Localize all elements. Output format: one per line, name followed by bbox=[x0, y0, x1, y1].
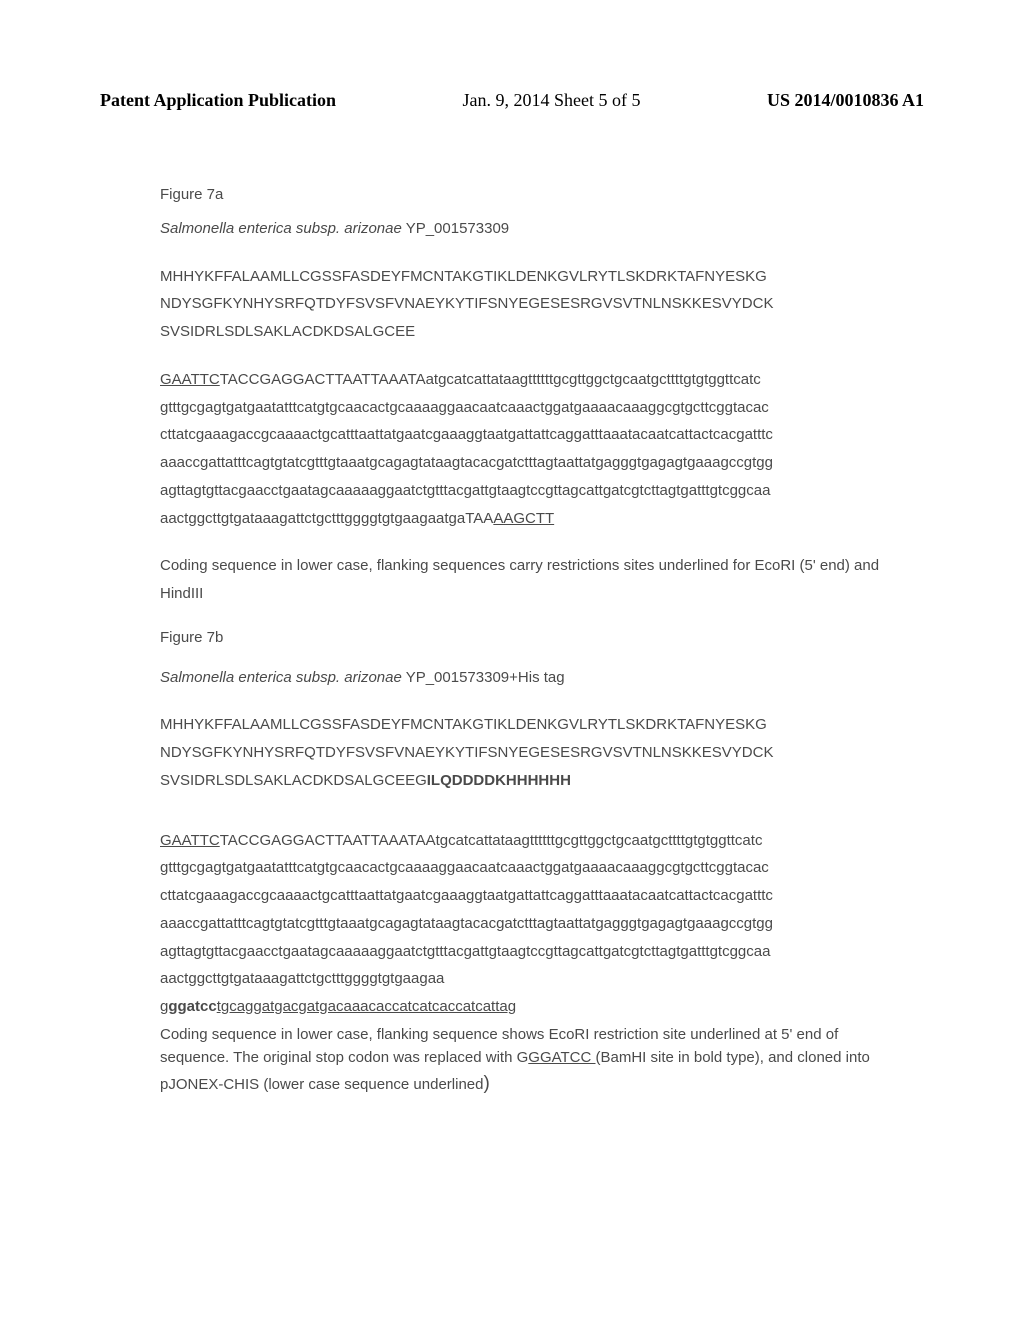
figure-7a-organism: Salmonella enterica subsp. arizonae YP_0… bbox=[160, 215, 884, 243]
dna-line: gtttgcgagtgatgaatatttcatgtgcaacactgcaaaa… bbox=[160, 854, 884, 882]
dna-line: agttagtgttacgaacctgaatagcaaaaaggaatctgtt… bbox=[160, 477, 884, 505]
figure-7b-organism: Salmonella enterica subsp. arizonae YP_0… bbox=[160, 664, 884, 692]
dna-text: TACCGAGGACTTAATTAAATAAtgcatcattataagtttt… bbox=[220, 832, 763, 849]
his-tag-bold: ILQDDDDKHHHHHH bbox=[427, 772, 571, 789]
dna-line: aactggcttgtgataaagattctgctttggggtgtgaaga… bbox=[160, 965, 884, 993]
protein-line: SVSIDRLSDLSAKLACDKDSALGCEE bbox=[160, 318, 884, 346]
figure-7b-label: Figure 7b bbox=[160, 624, 884, 652]
figure-content: Figure 7a Salmonella enterica subsp. ari… bbox=[100, 181, 924, 1099]
header-publication-number: US 2014/0010836 A1 bbox=[767, 90, 924, 111]
dna-line: cttatcgaaagaccgcaaaactgcatttaattatgaatcg… bbox=[160, 882, 884, 910]
figure-7a-note: Coding sequence in lower case, flanking … bbox=[160, 552, 884, 608]
protein-line: MHHYKFFALAAMLLCGSSFASDEYFMCNTAKGTIKLDENK… bbox=[160, 711, 884, 739]
protein-line: SVSIDRLSDLSAKLACDKDSALGCEEGILQDDDDKHHHHH… bbox=[160, 767, 884, 795]
ecori-site: GAATTC bbox=[160, 371, 220, 388]
organism-accession: YP_001573309+His tag bbox=[402, 669, 565, 686]
page-container: Patent Application Publication Jan. 9, 2… bbox=[0, 0, 1024, 1320]
dna-line: aaaccgattatttcagtgtatcgtttgtaaatgcagagta… bbox=[160, 910, 884, 938]
chis-underline: tgcaggatgacgatgacaaacaccatcatcaccatcatta… bbox=[217, 998, 516, 1015]
closing-paren: ) bbox=[484, 1073, 490, 1094]
dna-line: GAATTCTACCGAGGACTTAATTAAATAAtgcatcattata… bbox=[160, 827, 884, 855]
dna-line: GAATTCTACCGAGGACTTAATTAAATAatgcatcattata… bbox=[160, 366, 884, 394]
dna-text: aactggcttgtgataaagattctgctttggggtgtgaaga… bbox=[160, 510, 493, 527]
organism-name-italic: Salmonella enterica subsp. arizonae bbox=[160, 220, 402, 237]
dna-line: aaaccgattatttcagtgtatcgtttgtaaatgcagagta… bbox=[160, 449, 884, 477]
figure-7b-protein-sequence: MHHYKFFALAAMLLCGSSFASDEYFMCNTAKGTIKLDENK… bbox=[160, 711, 884, 794]
figure-7a-dna-sequence: GAATTCTACCGAGGACTTAATTAAATAatgcatcattata… bbox=[160, 366, 884, 533]
dna-line: gggatcctgcaggatgacgatgacaaacaccatcatcacc… bbox=[160, 993, 884, 1021]
bamhi-bold: ggatcc bbox=[168, 998, 216, 1015]
organism-accession: YP_001573309 bbox=[402, 220, 509, 237]
header-publication: Patent Application Publication bbox=[100, 90, 336, 111]
figure-7b-dna-sequence: GAATTCTACCGAGGACTTAATTAAATAAtgcatcattata… bbox=[160, 827, 884, 1021]
dna-line: cttatcgaaagaccgcaaaactgcatttaattatgaatcg… bbox=[160, 421, 884, 449]
protein-text: SVSIDRLSDLSAKLACDKDSALGCEEG bbox=[160, 772, 427, 789]
dna-line: gtttgcgagtgatgaatatttcatgtgcaacactgcaaaa… bbox=[160, 394, 884, 422]
protein-line: MHHYKFFALAAMLLCGSSFASDEYFMCNTAKGTIKLDENK… bbox=[160, 263, 884, 291]
hindiii-site: AAGCTT bbox=[493, 510, 554, 527]
ecori-site: GAATTC bbox=[160, 832, 220, 849]
dna-line: aactggcttgtgataaagattctgctttggggtgtgaaga… bbox=[160, 505, 884, 533]
protein-line: NDYSGFKYNHYSRFQTDYFSVSFVNAEYKYTIFSNYEGES… bbox=[160, 290, 884, 318]
figure-7b-note: Coding sequence in lower case, flanking … bbox=[160, 1023, 884, 1099]
figure-7a-protein-sequence: MHHYKFFALAAMLLCGSSFASDEYFMCNTAKGTIKLDENK… bbox=[160, 263, 884, 346]
bamhi-underline: GGATCC bbox=[528, 1049, 595, 1066]
dna-line: agttagtgttacgaacctgaatagcaaaaaggaatctgtt… bbox=[160, 938, 884, 966]
page-header: Patent Application Publication Jan. 9, 2… bbox=[100, 90, 924, 111]
organism-name-italic: Salmonella enterica subsp. arizonae bbox=[160, 669, 402, 686]
dna-text: TACCGAGGACTTAATTAAATAatgcatcattataagtttt… bbox=[220, 371, 761, 388]
protein-line: NDYSGFKYNHYSRFQTDYFSVSFVNAEYKYTIFSNYEGES… bbox=[160, 739, 884, 767]
figure-7a-label: Figure 7a bbox=[160, 181, 884, 209]
header-date-sheet: Jan. 9, 2014 Sheet 5 of 5 bbox=[463, 90, 641, 111]
